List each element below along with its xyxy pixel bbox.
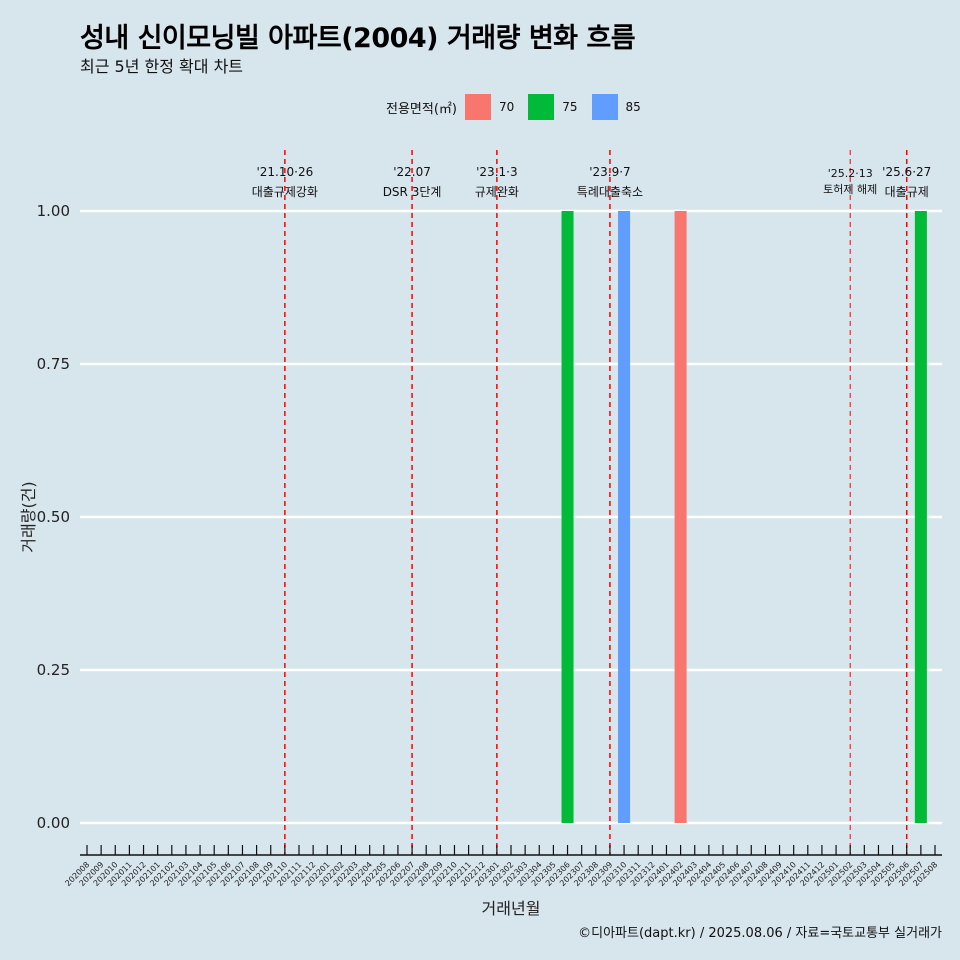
event-label: 대출규제: [885, 185, 929, 199]
event-label: 특례대출축소: [577, 185, 643, 199]
legend-swatch-75: [528, 94, 555, 120]
y-tick-label: 0.75: [37, 355, 70, 373]
legend-item-85: 85: [591, 94, 645, 120]
event-date: '22.07: [393, 165, 431, 179]
bar-70-202402: [674, 211, 687, 823]
bar-75-202306: [561, 211, 574, 823]
legend: 전용면적(㎡) 70 75 85: [386, 93, 655, 121]
event-date: '23.1·3: [476, 165, 517, 179]
y-axis-ticks: 0.00 0.25 0.50 0.75 1.00: [37, 202, 70, 832]
event-label: 규제완화: [475, 185, 519, 199]
event-date: '23.9·7: [589, 165, 630, 179]
chart-subtitle: 최근 5년 한정 확대 차트: [80, 57, 244, 76]
y-tick-label: 0.25: [37, 661, 70, 679]
event-label: 토허제 해제: [823, 182, 877, 196]
x-axis-title: 거래년월: [482, 899, 541, 918]
y-tick-label: 1.00: [37, 202, 70, 220]
bar-85-202310: [618, 211, 631, 823]
legend-item-75: 75: [528, 94, 581, 120]
source-caption: ©디아파트(dapt.kr) / 2025.08.06 / 자료=국토교통부 실…: [578, 926, 942, 941]
event-markers: '21.10·26 대출규제강화 '22.07 DSR 3단계 '23.1·3 규제완화 '…: [252, 150, 931, 855]
grid-lines: [80, 209, 942, 825]
y-tick-label: 0.00: [37, 814, 70, 832]
event-date: '25.2·13: [828, 167, 873, 180]
y-tick-label: 0.50: [37, 508, 70, 526]
legend-swatch-85: [591, 94, 618, 120]
legend-swatch-70: [464, 94, 491, 120]
event-date: '21.10·26: [256, 165, 313, 179]
bar-75-202507: [914, 211, 927, 823]
event-label: 대출규제강화: [252, 185, 318, 199]
event-label: DSR 3단계: [383, 185, 442, 199]
x-axis: 2020082020092020102020112020122021012021…: [63, 845, 942, 888]
legend-label-85: 85: [625, 100, 641, 114]
chart-title: 성내 신이모닝빌 아파트(2004) 거래량 변화 흐름: [80, 23, 636, 54]
legend-title: 전용면적(㎡): [386, 101, 457, 117]
legend-label-75: 75: [562, 100, 578, 114]
legend-item-70: 70: [464, 94, 518, 120]
legend-label-70: 70: [498, 100, 515, 114]
event-date: '25.6·27: [882, 165, 931, 179]
bars: [561, 211, 927, 823]
y-axis-title: 거래량(건): [19, 481, 38, 552]
